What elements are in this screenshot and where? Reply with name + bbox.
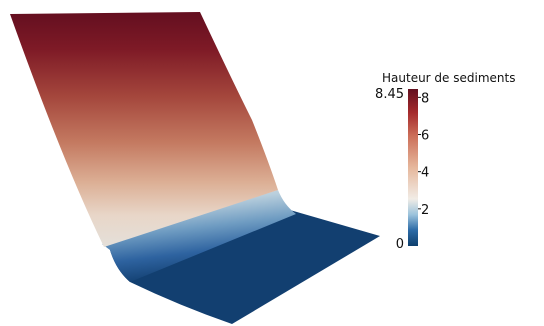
- colorbar-tick-label: 8: [421, 91, 429, 106]
- colorbar-tick-label: 6: [421, 129, 429, 144]
- colorbar-gradient: [408, 89, 418, 246]
- colorbar-max-label: 8.45: [375, 87, 404, 102]
- colorbar-title: Hauteur de sediments: [382, 71, 515, 85]
- colorbar-min-label: 0: [396, 237, 404, 252]
- color-legend: Hauteur de sediments 8.45 0 8 6 4 2: [375, 71, 515, 252]
- colorbar-tick-label: 2: [421, 203, 429, 218]
- colorbar-tick-label: 4: [421, 166, 429, 181]
- surface-toe: [102, 190, 296, 282]
- colorbar-ticks: 8 6 4 2: [418, 91, 429, 218]
- surface-slope: [10, 12, 278, 247]
